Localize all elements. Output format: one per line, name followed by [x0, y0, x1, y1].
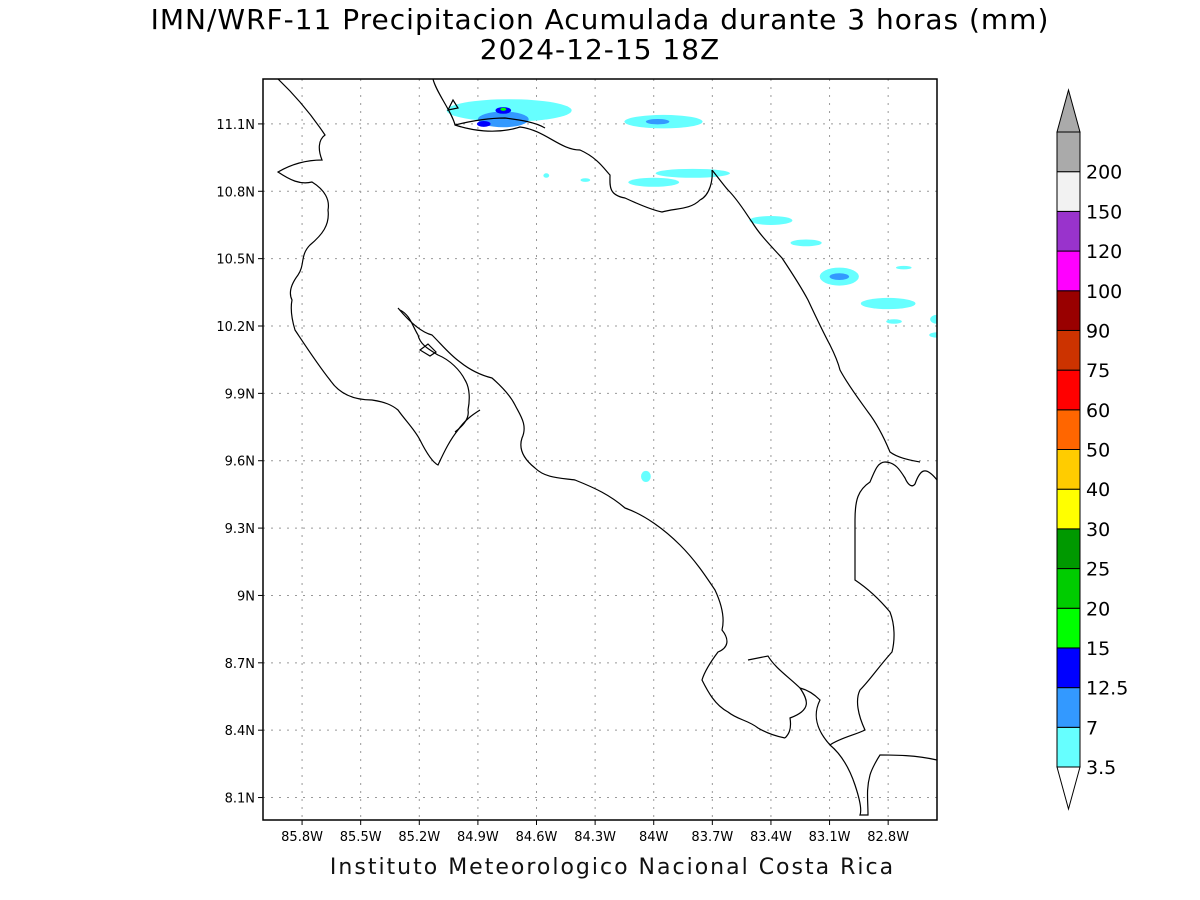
lon-tick-label: 83.1W	[809, 830, 851, 845]
lake-feature	[446, 98, 459, 111]
precip-area-northern-max-2	[476, 120, 491, 127]
lon-tick-label: 84.9W	[457, 830, 499, 845]
nicoya-gulf	[399, 309, 470, 433]
northern-border	[432, 79, 713, 213]
colorbar-min-arrow	[1056, 766, 1081, 811]
precip-area-north-speck	[580, 178, 591, 182]
colorbar-swatch	[1056, 647, 1081, 689]
colorbar-swatch	[1056, 369, 1081, 411]
central-pacific-coast	[397, 307, 786, 739]
lat-tick-label: 9N	[237, 589, 255, 604]
colorbar-label: 30	[1086, 519, 1110, 541]
nicoya-island	[418, 343, 437, 357]
colorbar-label: 120	[1086, 241, 1122, 263]
precip-area-inland-speck	[641, 470, 651, 483]
colorbar-label: 12.5	[1086, 678, 1128, 700]
lon-tick-label: 85.2W	[398, 830, 440, 845]
colorbar-label: 60	[1086, 400, 1110, 422]
colorbar-swatch	[1056, 726, 1081, 768]
nicaragua-pacific-coast	[276, 79, 481, 466]
lon-tick-label: 82.8W	[867, 830, 909, 845]
lon-tick-label: 84.3W	[574, 830, 616, 845]
precip-area-northern-peak	[500, 107, 507, 111]
colorbar-swatch	[1056, 607, 1081, 649]
precip-area-northern-cluster-core	[477, 111, 529, 128]
golfo-dulce	[799, 461, 937, 746]
colorbar-swatch	[1056, 131, 1081, 173]
lat-tick-label: 10.8N	[216, 185, 255, 200]
lat-tick-label: 9.3N	[225, 522, 255, 537]
colorbar-swatch	[1056, 488, 1081, 530]
panama-pacific-coast	[829, 744, 937, 816]
colorbar-swatch	[1056, 528, 1081, 570]
map-date: 2024-12-15 18Z	[479, 33, 721, 66]
osa-peninsula	[747, 655, 807, 739]
colorbar-label: 90	[1086, 320, 1110, 342]
colorbar-swatch	[1056, 210, 1081, 252]
colorbar-label: 7	[1086, 717, 1098, 739]
precip-area-caribbean-streak-4	[790, 239, 822, 247]
colorbar-label: 75	[1086, 360, 1110, 382]
precip-area-nicaragua-band-core	[645, 118, 670, 125]
precip-area-caribbean-dot-3	[886, 319, 902, 324]
lat-tick-label: 9.9N	[225, 387, 255, 402]
colorbar-label: 15	[1086, 638, 1110, 660]
lon-tick-label: 85.8W	[281, 830, 323, 845]
precip-area-caribbean-cell-core	[829, 273, 850, 280]
colorbar-swatch	[1056, 250, 1081, 292]
colorbar-swatch	[1056, 290, 1081, 331]
colorbar-swatch	[1056, 687, 1081, 728]
lat-tick-label: 9.6N	[225, 455, 255, 470]
precipitation-fields	[446, 99, 937, 483]
lon-tick-label: 84.6W	[516, 830, 558, 845]
precip-area-caribbean-streak-3	[749, 215, 793, 225]
lat-tick-label: 8.4N	[225, 724, 255, 739]
colorbar-label: 40	[1086, 479, 1110, 501]
colorbar-swatch	[1056, 449, 1081, 490]
precip-area-caribbean-dot-2	[929, 332, 937, 338]
map-title: IMN/WRF-11 Precipitacion Acumulada duran…	[150, 3, 1050, 36]
lon-tick-label: 85.5W	[340, 830, 382, 845]
footer-credit: Instituto Meteorologico Nacional Costa R…	[329, 855, 896, 880]
coastlines	[276, 79, 937, 816]
precip-area-caribbean-dot-1	[930, 314, 937, 324]
colorbar-swatch	[1056, 568, 1081, 609]
colorbar-swatch	[1056, 171, 1081, 212]
lat-tick-label: 10.2N	[216, 320, 255, 335]
colorbar-label: 25	[1086, 559, 1110, 581]
lat-tick-label: 10.5N	[216, 253, 255, 268]
plot-frame	[262, 78, 938, 821]
colorbar-label: 50	[1086, 440, 1110, 462]
lon-tick-label: 83.4W	[750, 830, 792, 845]
colorbar-label: 100	[1086, 281, 1122, 303]
colorbar-label: 150	[1086, 201, 1122, 223]
precip-area-caribbean-streak-2	[628, 177, 680, 187]
colorbar-swatch	[1056, 329, 1081, 371]
caribbean-coast	[711, 169, 921, 463]
colorbar-label: 200	[1086, 162, 1122, 184]
precip-area-caribbean-streak-5	[860, 297, 916, 310]
colorbar-label: 20	[1086, 598, 1110, 620]
colorbar: 3.5 7 12.5 15 20 25 30 40 50 60 75 90 100 120 150 200	[1056, 88, 1128, 811]
lat-tick-label: 11.1N	[216, 118, 255, 133]
gridlines	[263, 79, 937, 820]
lat-tick-label: 8.1N	[225, 792, 255, 807]
lat-tick-label: 8.7N	[225, 657, 255, 672]
axis-labels: 85.8W 85.5W 85.2W 84.9W 84.6W 84.3W 84W 83.7W 83…	[216, 118, 909, 845]
precip-area-northwest-speck	[543, 173, 550, 178]
lon-tick-label: 83.7W	[691, 830, 733, 845]
precip-area-caribbean-streak-1	[655, 168, 730, 178]
lon-tick-label: 84W	[639, 830, 669, 845]
precip-area-caribbean-dot-4	[895, 265, 912, 270]
colorbar-swatch	[1056, 409, 1081, 450]
cr-nicaragua-border	[454, 117, 546, 129]
colorbar-max-arrow	[1056, 88, 1081, 133]
colorbar-label: 3.5	[1086, 757, 1116, 779]
